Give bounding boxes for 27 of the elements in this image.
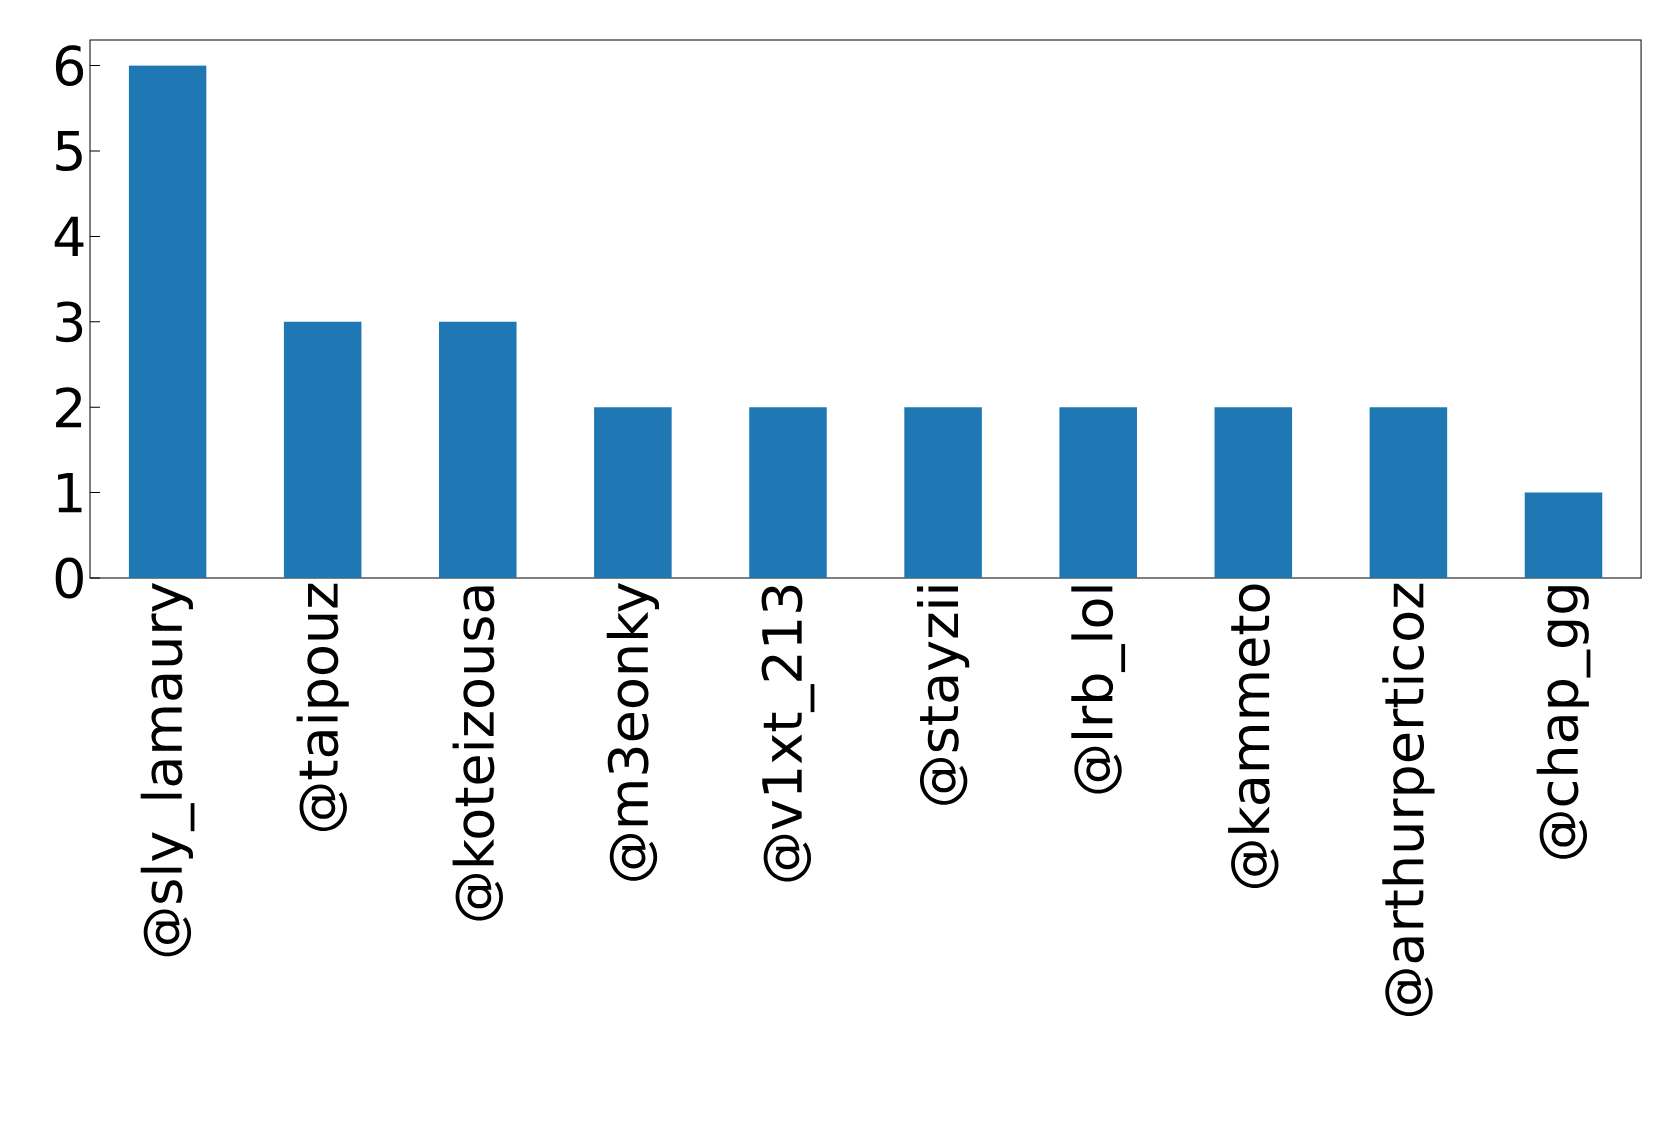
bar: [904, 407, 982, 578]
y-tick-label: 4: [54, 216, 84, 257]
bar: [1214, 407, 1293, 578]
y-tick-label: 3: [56, 301, 83, 343]
x-tick-label: @stayzii: [916, 586, 970, 805]
y-tick-label: 0: [55, 557, 83, 599]
bar: [594, 407, 672, 578]
x-tick-label: @taipouz: [296, 583, 349, 832]
bar: [1059, 407, 1137, 578]
bar: [128, 65, 207, 578]
x-tick-label: @kammeto: [1228, 584, 1279, 889]
x-tick-label: @chap_gg: [1536, 586, 1591, 859]
x-tick-label: @koteizousa: [452, 586, 503, 921]
bar: [1369, 407, 1448, 578]
x-tick-label: @m3eonky: [606, 583, 659, 881]
y-tick-label: 5: [56, 130, 82, 172]
y-tick-label: 6: [55, 45, 84, 87]
x-tick-label: @arthurperticoz: [1382, 583, 1435, 1017]
x-tick-label: @lrb_lol: [1071, 586, 1126, 794]
y-tick-label: 1: [58, 472, 82, 513]
bar: [439, 321, 517, 578]
x-tick-label: @v1xt_213: [761, 585, 815, 882]
bar: [283, 321, 362, 578]
bar: [1524, 492, 1603, 578]
bar: [749, 407, 827, 578]
x-tick-label: @sly_lamaury: [140, 583, 195, 957]
y-tick-label: 2: [56, 387, 82, 428]
